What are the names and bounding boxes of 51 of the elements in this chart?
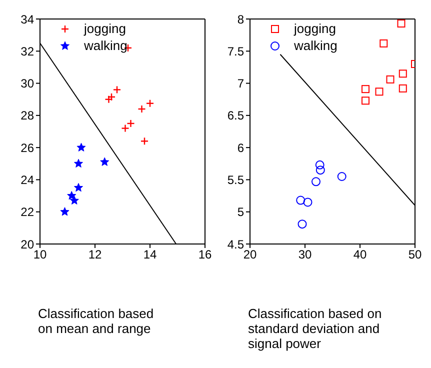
y-tick-label: 6.5 xyxy=(227,108,244,123)
x-tick-label: 14 xyxy=(143,248,157,262)
x-tick-label: 16 xyxy=(198,248,212,262)
x-axis-title: Classification based on standard deviation and signal power xyxy=(248,306,383,351)
y-tick-label: 28 xyxy=(20,108,34,123)
point xyxy=(398,70,407,78)
y-tick-label: 34 xyxy=(20,12,34,26)
point xyxy=(316,166,325,175)
x-tick-label: 50 xyxy=(408,248,422,262)
y-tick-label: 26 xyxy=(20,140,34,155)
point xyxy=(397,20,406,28)
x-tick-label: 40 xyxy=(353,248,367,262)
legend-label: jogging xyxy=(84,20,126,37)
x-tick-label: 10 xyxy=(33,248,47,262)
point xyxy=(312,177,320,186)
x-tick-label: 30 xyxy=(298,248,312,262)
point xyxy=(74,158,84,168)
y-tick-label: 4.5 xyxy=(227,237,244,252)
y-tick-label: 32 xyxy=(20,44,34,58)
point xyxy=(296,196,306,205)
y-tick-label: 22 xyxy=(20,205,34,220)
point xyxy=(398,84,407,92)
point xyxy=(67,191,76,200)
point xyxy=(298,220,307,229)
x-tick-label: 12 xyxy=(88,248,102,262)
y-tick-label: 5.5 xyxy=(227,172,244,187)
y-tick-label: 30 xyxy=(20,76,34,91)
legend-label: walking xyxy=(294,37,338,54)
point xyxy=(74,183,84,192)
point xyxy=(362,85,370,94)
point xyxy=(386,75,394,84)
point xyxy=(76,142,86,152)
x-axis-title: Classification based on mean and range xyxy=(38,306,155,336)
point xyxy=(337,172,346,181)
legend-label: walking xyxy=(84,37,128,54)
y-tick-label: 20 xyxy=(20,237,34,252)
point xyxy=(60,207,70,216)
y-tick-label: 5 xyxy=(237,205,244,220)
y-tick-label: 7 xyxy=(237,76,244,91)
y-tick-label: 8 xyxy=(237,12,244,26)
point xyxy=(303,198,312,207)
y-tick-label: 6 xyxy=(237,140,244,155)
point xyxy=(100,157,110,166)
y-tick-label: 24 xyxy=(20,172,34,187)
point xyxy=(315,160,324,170)
point xyxy=(70,196,79,204)
y-tick-label: 7.5 xyxy=(227,44,244,58)
legend-label: jogging xyxy=(294,20,336,37)
point xyxy=(380,39,388,48)
point xyxy=(362,96,370,105)
point xyxy=(375,88,384,96)
